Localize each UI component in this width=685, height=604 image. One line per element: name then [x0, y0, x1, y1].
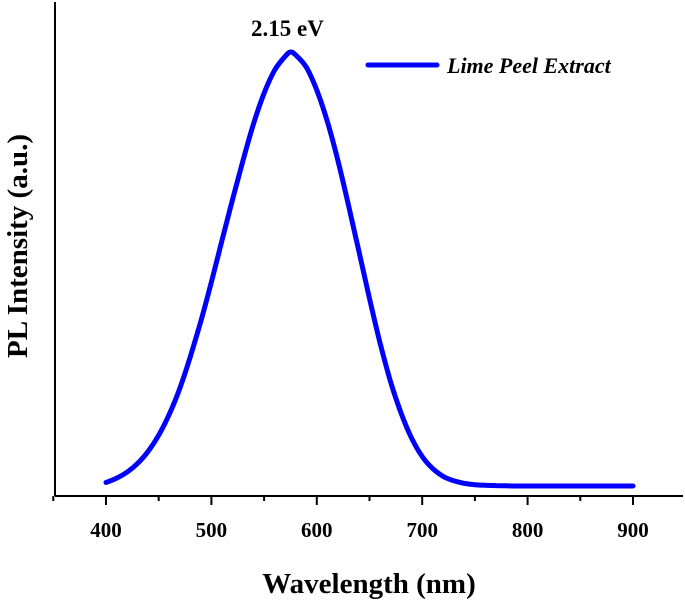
y-axis-title: PL Intensity (a.u.): [2, 134, 34, 358]
peak-annotation: 2.15 eV: [251, 16, 324, 41]
series-line: [103, 49, 636, 489]
x-tick-label: 400: [90, 518, 122, 542]
legend: Lime Peel Extract: [365, 53, 612, 78]
x-tick-label: 500: [196, 518, 228, 542]
x-ticks: [52, 496, 634, 505]
x-tick-label: 700: [406, 518, 438, 542]
x-tick-label: 600: [301, 518, 333, 542]
x-axis-title: Wavelength (nm): [262, 568, 475, 600]
legend-label: Lime Peel Extract: [446, 53, 612, 78]
x-tick-label: 900: [617, 518, 649, 542]
series-layer: [103, 49, 636, 489]
x-tick-labels: 400 500 600 700 800 900: [90, 518, 649, 542]
x-tick-label: 800: [512, 518, 544, 542]
